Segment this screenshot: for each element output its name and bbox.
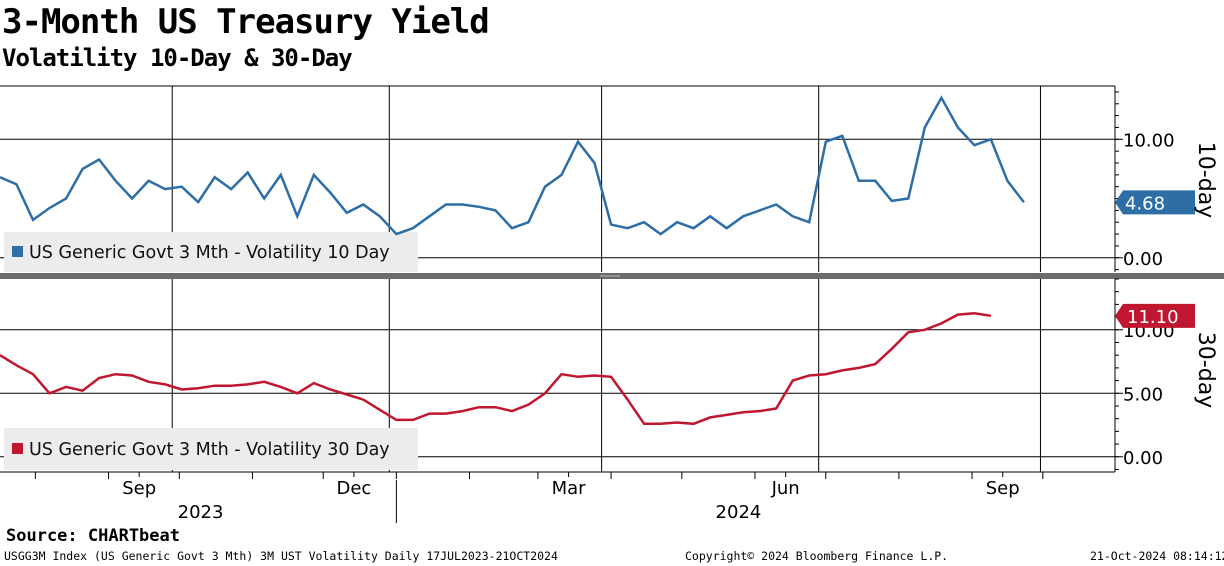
legend-box-30day [4, 428, 418, 470]
last-value-label-10day: 4.68 [1125, 193, 1165, 214]
xtick-label-1: Dec [336, 478, 371, 499]
source-label: Source: CHARTbeat [6, 526, 180, 546]
xtick-label-2: Mar [552, 478, 587, 499]
ytick-label-1-1: 5.00 [1123, 384, 1163, 405]
chart-title: 3-Month US Treasury Yield [2, 2, 490, 42]
panel2-axis-title: 30-day [1193, 332, 1218, 408]
footer-timestamp: 21-Oct-2024 08:14:12 [1090, 549, 1224, 563]
year-label-1: 2024 [716, 502, 762, 523]
last-value-label-30day: 11.10 [1127, 307, 1179, 328]
last-value-tag-10day-shape [1115, 190, 1195, 215]
legend-swatch-10day [12, 246, 23, 257]
last-value-tag-10day: 4.68 [1115, 190, 1195, 215]
panel1-yticks: 0.00 10.00 [1115, 91, 1175, 271]
x-axis: Sep Dec Mar Jun Sep 2023 2024 [34, 472, 1044, 523]
xtick-label-4: Sep [986, 478, 1020, 499]
chart-subtitle: Volatility 10-Day & 30-Day [2, 44, 353, 72]
xtick-label-3: Jun [771, 478, 800, 499]
series-line-10day [0, 95, 1025, 236]
last-value-tag-30day-shape [1115, 303, 1195, 328]
last-value-tag-30day: 11.10 [1115, 303, 1195, 328]
ytick-label-0-0: 0.00 [1123, 249, 1163, 270]
legend-label-30day: US Generic Govt 3 Mth - Volatility 30 Da… [29, 440, 390, 460]
legend-swatch-30day [12, 443, 23, 454]
legend-box-10day [4, 232, 418, 272]
footer-index-info: USGG3M Index (US Generic Govt 3 Mth) 3M … [4, 549, 558, 563]
xtick-label-0: Sep [122, 478, 156, 499]
footer-copyright: Copyright© 2024 Bloomberg Finance L.P. [685, 549, 949, 563]
ytick-label-1-0: 0.00 [1123, 448, 1163, 469]
panel1-axis-title: 10-day [1193, 142, 1218, 218]
legend-label-10day: US Generic Govt 3 Mth - Volatility 10 Da… [29, 243, 390, 263]
ytick-label-0-1: 10.00 [1123, 130, 1175, 151]
year-label-0: 2023 [178, 502, 224, 523]
series-line-30day [0, 312, 992, 426]
panel-10day: 0.00 10.00 US Generic Govt 3 Mth - Volati… [0, 85, 1218, 272]
